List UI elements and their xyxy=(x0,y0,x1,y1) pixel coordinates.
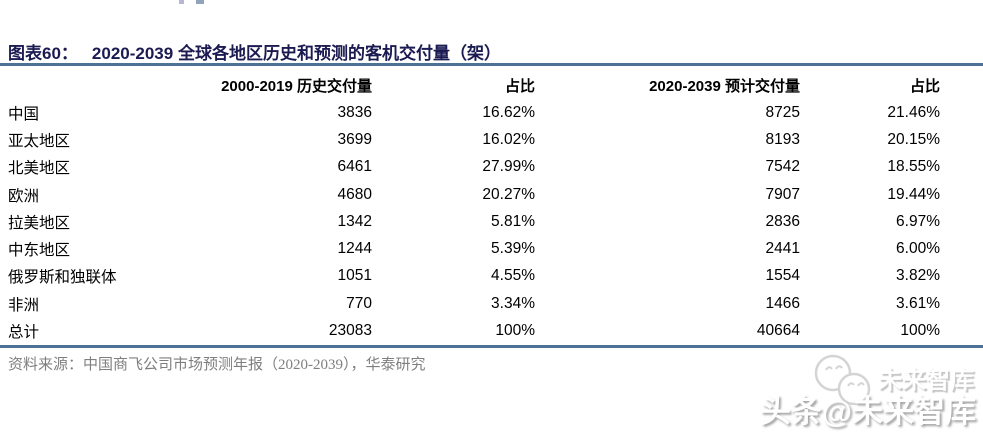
cell-historical: 1342 xyxy=(337,212,372,230)
table-row: 拉美地区 1342 5.81% 2836 6.97% xyxy=(0,208,983,235)
header-historical-deliveries: 2000-2019 历史交付量 xyxy=(221,77,372,95)
cell-historical-share: 4.55% xyxy=(491,267,535,285)
cell-region: 中国 xyxy=(8,105,40,123)
cell-forecast: 1466 xyxy=(765,294,800,312)
cell-region: 欧洲 xyxy=(8,187,40,205)
cell-historical-share: 100% xyxy=(495,322,535,340)
cell-historical: 770 xyxy=(346,294,372,312)
cell-historical-share: 16.02% xyxy=(482,130,535,148)
figure-caption: 图表60： 2020-2039 全球各地区历史和预测的客机交付量（架） xyxy=(8,39,501,64)
header-forecast-deliveries: 2020-2039 预计交付量 xyxy=(649,77,800,95)
cell-historical: 4680 xyxy=(337,185,372,203)
cell-forecast-share: 6.97% xyxy=(896,212,940,230)
cropped-ui-artifact xyxy=(179,0,184,4)
cell-forecast-share: 19.44% xyxy=(887,185,940,203)
cell-historical: 1244 xyxy=(337,240,372,258)
cell-region: 非洲 xyxy=(8,296,40,314)
cell-forecast-share: 3.82% xyxy=(896,267,940,285)
cell-historical-share: 5.39% xyxy=(491,240,535,258)
cell-region: 拉美地区 xyxy=(8,214,71,232)
cell-forecast-share: 18.55% xyxy=(887,158,940,176)
cell-forecast: 40664 xyxy=(756,322,800,340)
figure-label: 图表60： xyxy=(8,44,78,63)
cell-historical: 23083 xyxy=(328,322,372,340)
table-bottom-line xyxy=(0,345,983,348)
cell-forecast: 7907 xyxy=(765,185,800,203)
cell-forecast: 2836 xyxy=(765,212,800,230)
cell-forecast: 7542 xyxy=(765,158,800,176)
table-row: 北美地区 6461 27.99% 7542 18.55% xyxy=(0,154,983,181)
cell-region: 中东地区 xyxy=(8,242,71,260)
cell-region: 亚太地区 xyxy=(8,132,71,150)
cell-region: 总计 xyxy=(8,324,40,342)
cropped-ui-artifact xyxy=(196,0,204,4)
header-historical-share: 占比 xyxy=(504,77,535,95)
cell-forecast: 2441 xyxy=(765,240,800,258)
cell-region: 俄罗斯和独联体 xyxy=(8,269,117,287)
cell-historical: 3699 xyxy=(337,130,372,148)
figure-title: 2020-2039 全球各地区历史和预测的客机交付量（架） xyxy=(91,44,501,63)
cell-forecast-share: 100% xyxy=(900,322,940,340)
cell-historical: 1051 xyxy=(337,267,372,285)
cell-historical-share: 20.27% xyxy=(482,185,535,203)
table-row: 俄罗斯和独联体 1051 4.55% 1554 3.82% xyxy=(0,263,983,290)
table-total-row: 总计 23083 100% 40664 100% xyxy=(0,317,983,344)
cell-forecast-share: 21.46% xyxy=(887,103,940,121)
cell-region: 北美地区 xyxy=(8,160,71,178)
table-row: 中东地区 1244 5.39% 2441 6.00% xyxy=(0,235,983,262)
cell-historical-share: 16.62% xyxy=(482,103,535,121)
cell-forecast-share: 20.15% xyxy=(887,130,940,148)
table-header-row: 2000-2019 历史交付量 占比 2020-2039 预计交付量 占比 xyxy=(0,71,983,99)
cell-historical: 3836 xyxy=(337,103,372,121)
table-row: 非洲 770 3.34% 1466 3.61% xyxy=(0,290,983,317)
delivery-table: 2000-2019 历史交付量 占比 2020-2039 预计交付量 占比 中国… xyxy=(0,71,983,345)
source-note: 资料来源：中国商飞公司市场预测年报（2020-2039），华泰研究 xyxy=(8,357,426,373)
cell-historical: 6461 xyxy=(337,158,372,176)
cell-forecast: 8193 xyxy=(765,130,800,148)
cell-historical-share: 27.99% xyxy=(482,158,535,176)
cell-historical-share: 5.81% xyxy=(491,212,535,230)
table-row: 亚太地区 3699 16.02% 8193 20.15% xyxy=(0,126,983,153)
header-forecast-share: 占比 xyxy=(909,77,940,95)
chat-bubbles-smiley-icon xyxy=(814,354,871,406)
table-row: 欧洲 4680 20.27% 7907 19.44% xyxy=(0,181,983,208)
cell-forecast-share: 6.00% xyxy=(896,240,940,258)
cell-forecast-share: 3.61% xyxy=(896,294,940,312)
caption-divider-line xyxy=(0,63,983,66)
cell-forecast: 8725 xyxy=(765,103,800,121)
cell-forecast: 1554 xyxy=(765,267,800,285)
table-row: 中国 3836 16.62% 8725 21.46% xyxy=(0,99,983,126)
watermark-small-text: 未来智库 xyxy=(878,367,974,394)
cell-historical-share: 3.34% xyxy=(491,294,535,312)
watermark: 未来智库 头条@未来智库 xyxy=(760,350,980,436)
watermark-large-text: 头条@未来智库 xyxy=(759,394,976,429)
